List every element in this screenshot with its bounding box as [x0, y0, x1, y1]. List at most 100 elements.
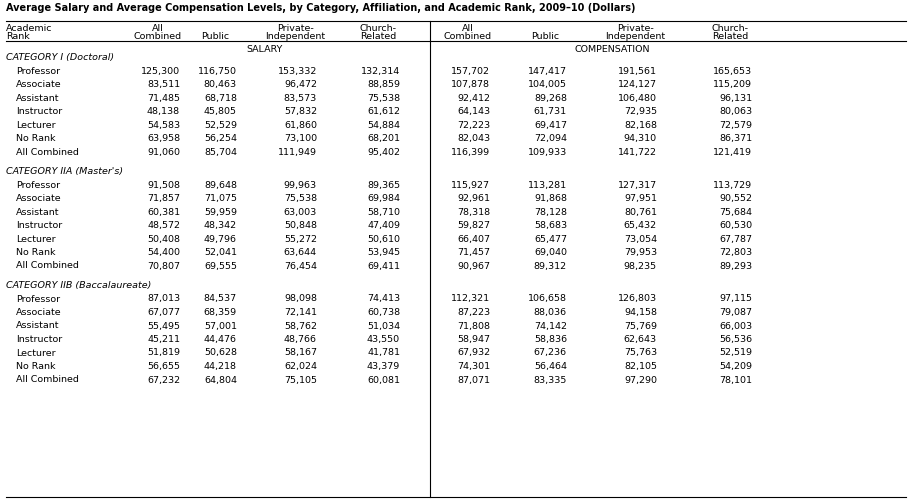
- Text: 82,105: 82,105: [624, 362, 657, 371]
- Text: 60,738: 60,738: [367, 308, 400, 317]
- Text: No Rank: No Rank: [16, 362, 56, 371]
- Text: 87,223: 87,223: [457, 308, 490, 317]
- Text: 132,314: 132,314: [361, 67, 400, 76]
- Text: 127,317: 127,317: [618, 180, 657, 189]
- Text: 48,138: 48,138: [147, 107, 180, 116]
- Text: Professor: Professor: [16, 295, 60, 304]
- Text: 141,722: 141,722: [618, 147, 657, 156]
- Text: 79,953: 79,953: [624, 248, 657, 257]
- Text: 107,878: 107,878: [451, 80, 490, 89]
- Text: 87,071: 87,071: [457, 376, 490, 384]
- Text: 70,807: 70,807: [147, 262, 180, 271]
- Text: 60,081: 60,081: [367, 376, 400, 384]
- Text: Rank: Rank: [6, 32, 30, 41]
- Text: Related: Related: [360, 32, 396, 41]
- Text: 82,043: 82,043: [457, 134, 490, 143]
- Text: COMPENSATION: COMPENSATION: [574, 45, 650, 54]
- Text: Academic: Academic: [6, 24, 53, 33]
- Text: 86,371: 86,371: [719, 134, 752, 143]
- Text: 116,750: 116,750: [198, 67, 237, 76]
- Text: All: All: [462, 24, 474, 33]
- Text: 62,024: 62,024: [284, 362, 317, 371]
- Text: 48,572: 48,572: [147, 221, 180, 230]
- Text: 67,236: 67,236: [534, 349, 567, 358]
- Text: Instructor: Instructor: [16, 107, 62, 116]
- Text: 69,417: 69,417: [534, 121, 567, 129]
- Text: 73,054: 73,054: [624, 234, 657, 243]
- Text: 89,312: 89,312: [534, 262, 567, 271]
- Text: 97,115: 97,115: [719, 295, 752, 304]
- Text: 58,836: 58,836: [534, 335, 567, 344]
- Text: 72,579: 72,579: [719, 121, 752, 129]
- Text: 96,131: 96,131: [719, 94, 752, 103]
- Text: 47,409: 47,409: [367, 221, 400, 230]
- Text: 191,561: 191,561: [618, 67, 657, 76]
- Text: 43,379: 43,379: [367, 362, 400, 371]
- Text: 59,827: 59,827: [457, 221, 490, 230]
- Text: 83,573: 83,573: [283, 94, 317, 103]
- Text: 147,417: 147,417: [528, 67, 567, 76]
- Text: Church-: Church-: [711, 24, 749, 33]
- Text: Combined: Combined: [444, 32, 492, 41]
- Text: 58,167: 58,167: [284, 349, 317, 358]
- Text: 113,729: 113,729: [713, 180, 752, 189]
- Text: 71,485: 71,485: [147, 94, 180, 103]
- Text: CATEGORY IIB (Baccalaureate): CATEGORY IIB (Baccalaureate): [6, 281, 151, 290]
- Text: 75,684: 75,684: [719, 207, 752, 216]
- Text: 87,013: 87,013: [147, 295, 180, 304]
- Text: 56,536: 56,536: [719, 335, 752, 344]
- Text: 98,235: 98,235: [624, 262, 657, 271]
- Text: Church-: Church-: [360, 24, 396, 33]
- Text: 66,407: 66,407: [457, 234, 490, 243]
- Text: 45,211: 45,211: [147, 335, 180, 344]
- Text: 74,142: 74,142: [534, 322, 567, 331]
- Text: 69,040: 69,040: [534, 248, 567, 257]
- Text: 111,949: 111,949: [278, 147, 317, 156]
- Text: 58,762: 58,762: [284, 322, 317, 331]
- Text: 43,550: 43,550: [367, 335, 400, 344]
- Text: 106,658: 106,658: [528, 295, 567, 304]
- Text: 157,702: 157,702: [451, 67, 490, 76]
- Text: 84,537: 84,537: [204, 295, 237, 304]
- Text: 80,063: 80,063: [719, 107, 752, 116]
- Text: CATEGORY IIA (Master's): CATEGORY IIA (Master's): [6, 167, 123, 176]
- Text: 67,932: 67,932: [457, 349, 490, 358]
- Text: 68,359: 68,359: [204, 308, 237, 317]
- Text: 72,803: 72,803: [719, 248, 752, 257]
- Text: 99,963: 99,963: [284, 180, 317, 189]
- Text: 89,648: 89,648: [204, 180, 237, 189]
- Text: Instructor: Instructor: [16, 335, 62, 344]
- Text: CATEGORY I (Doctoral): CATEGORY I (Doctoral): [6, 53, 114, 62]
- Text: 80,761: 80,761: [624, 207, 657, 216]
- Text: 92,412: 92,412: [457, 94, 490, 103]
- Text: Private-: Private-: [277, 24, 313, 33]
- Text: 104,005: 104,005: [528, 80, 567, 89]
- Text: 69,555: 69,555: [204, 262, 237, 271]
- Text: 75,763: 75,763: [624, 349, 657, 358]
- Text: 109,933: 109,933: [527, 147, 567, 156]
- Text: 76,454: 76,454: [284, 262, 317, 271]
- Text: 62,643: 62,643: [624, 335, 657, 344]
- Text: Independent: Independent: [265, 32, 325, 41]
- Text: Public: Public: [531, 32, 559, 41]
- Text: 55,495: 55,495: [147, 322, 180, 331]
- Text: 44,218: 44,218: [204, 362, 237, 371]
- Text: 91,508: 91,508: [147, 180, 180, 189]
- Text: 75,538: 75,538: [284, 194, 317, 203]
- Text: 91,060: 91,060: [147, 147, 180, 156]
- Text: 71,075: 71,075: [204, 194, 237, 203]
- Text: 124,127: 124,127: [618, 80, 657, 89]
- Text: 56,464: 56,464: [534, 362, 567, 371]
- Text: 41,781: 41,781: [367, 349, 400, 358]
- Text: Assistant: Assistant: [16, 94, 59, 103]
- Text: 97,290: 97,290: [624, 376, 657, 384]
- Text: Public: Public: [201, 32, 229, 41]
- Text: 66,003: 66,003: [719, 322, 752, 331]
- Text: 51,034: 51,034: [367, 322, 400, 331]
- Text: 50,848: 50,848: [284, 221, 317, 230]
- Text: 65,477: 65,477: [534, 234, 567, 243]
- Text: Associate: Associate: [16, 308, 62, 317]
- Text: 58,710: 58,710: [367, 207, 400, 216]
- Text: 121,419: 121,419: [713, 147, 752, 156]
- Text: 63,003: 63,003: [283, 207, 317, 216]
